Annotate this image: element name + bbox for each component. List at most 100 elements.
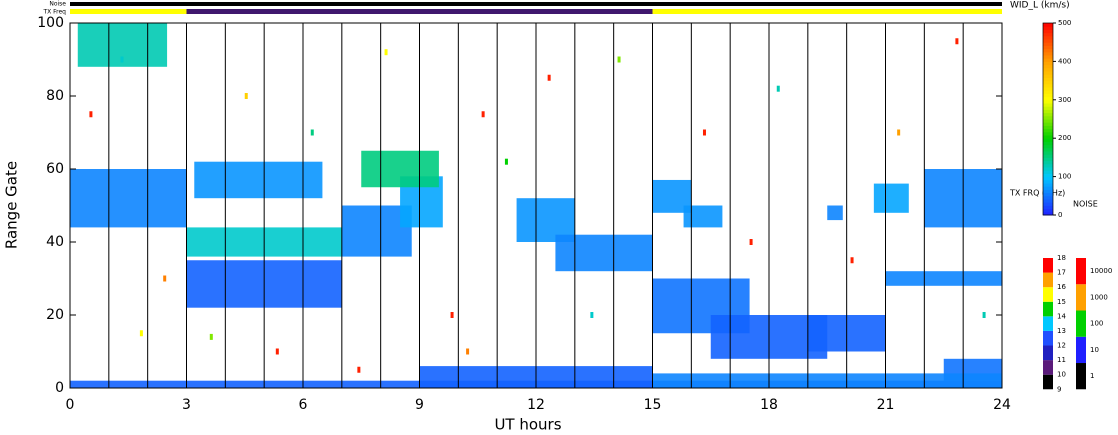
txfrq-tick-label: 11 <box>1057 356 1066 364</box>
x-tick-label: 15 <box>644 397 662 413</box>
colorbar-stripe <box>1043 160 1053 165</box>
colorbar-stripe <box>1043 157 1053 162</box>
colorbar-stripe <box>1043 131 1053 136</box>
colorbar-stripe <box>1043 173 1053 178</box>
colorbar-stripe <box>1043 163 1053 168</box>
noise-bar <box>70 2 1002 6</box>
colorbar-stripe <box>1043 87 1053 91</box>
colorbar-stripe <box>1043 96 1053 101</box>
colorbar-tick-label: 400 <box>1058 57 1071 65</box>
colorbar-stripe <box>1043 77 1053 82</box>
colorbar-stripe <box>1043 64 1053 69</box>
colorbar-stripe <box>1043 138 1053 142</box>
echo-speckle <box>547 74 551 81</box>
colorbar-stripe <box>1043 147 1053 152</box>
echo-patch <box>361 150 439 188</box>
y-tick-label: 40 <box>46 234 64 250</box>
x-axis-label: UT hours <box>494 416 561 434</box>
x-tick-label: 21 <box>877 397 895 413</box>
colorbar-stripe <box>1043 189 1053 194</box>
echo-patch <box>70 169 187 228</box>
noise-tick-label: 1 <box>1090 372 1094 380</box>
echo-patch <box>683 205 723 228</box>
echo-speckle <box>89 111 93 118</box>
colorbar-stripe <box>1043 58 1053 62</box>
echo-speckle <box>163 275 167 282</box>
colorbar-stripe <box>1043 179 1053 184</box>
y-tick-label: 20 <box>46 307 64 323</box>
txfrq-cell <box>1043 345 1053 361</box>
txfrq-scale-title: TX FRQ (MHz) <box>1009 189 1065 198</box>
echo-speckle <box>749 239 753 245</box>
echo-speckle <box>209 333 213 340</box>
echo-speckle <box>450 312 454 318</box>
echo-speckle <box>310 129 314 136</box>
colorbar-stripe <box>1043 93 1053 98</box>
txfrq-tick-label: 16 <box>1057 283 1066 291</box>
colorbar-tick-label: 0 <box>1058 211 1062 219</box>
width-scale-title: WID_L (km/s) <box>1010 1 1070 11</box>
txfrq-cell <box>1043 374 1053 390</box>
noise-cell <box>1076 336 1086 364</box>
colorbar-stripe <box>1043 55 1053 59</box>
x-tick-label: 12 <box>527 397 545 413</box>
txfrq-tick-label: 18 <box>1057 254 1066 262</box>
colorbar-stripe <box>1043 119 1053 123</box>
colorbar-stripe <box>1043 115 1053 120</box>
colorbar-stripe <box>1043 35 1053 40</box>
echo-speckle <box>776 85 780 92</box>
colorbar-stripe <box>1043 211 1053 216</box>
colorbar-stripe <box>1043 167 1053 171</box>
noise-tick-label: 1000 <box>1090 293 1108 301</box>
colorbar-stripe <box>1043 29 1053 34</box>
colorbar-stripe <box>1043 103 1053 107</box>
colorbar-stripe <box>1043 122 1053 126</box>
echo-speckle <box>955 38 959 45</box>
noise-label: Noise <box>49 1 66 8</box>
txfrq-cell <box>1043 272 1053 288</box>
colorbar-stripe <box>1043 135 1053 139</box>
txfrq-tick-label: 13 <box>1057 327 1066 335</box>
echo-speckle <box>982 312 986 318</box>
colorbar-stripe <box>1043 141 1053 146</box>
x-tick-label: 24 <box>993 397 1011 413</box>
colorbar-stripe <box>1043 144 1053 149</box>
colorbar-stripe <box>1043 125 1053 130</box>
colorbar-stripe <box>1043 39 1053 43</box>
y-axis-label: Range Gate <box>3 161 21 249</box>
colorbar-stripe <box>1043 26 1053 30</box>
txfrq-tick-label: 12 <box>1057 342 1066 350</box>
colorbar-stripe <box>1043 67 1053 72</box>
txfrq-cell <box>1043 316 1053 331</box>
x-tick-label: 0 <box>66 397 75 413</box>
echo-speckle <box>897 129 901 136</box>
colorbar-tick-label: 300 <box>1058 96 1071 104</box>
noise-tick-label: 10 <box>1090 346 1099 354</box>
colorbar-stripe <box>1043 208 1053 213</box>
echo-patch <box>652 373 1002 388</box>
echo-speckle <box>590 312 594 318</box>
x-tick-label: 6 <box>299 397 308 413</box>
colorbar-stripe <box>1043 112 1053 117</box>
colorbar-stripe <box>1043 74 1053 78</box>
colorbar-stripe <box>1043 128 1053 133</box>
echo-speckle <box>617 56 621 63</box>
txfrq-cell <box>1043 360 1053 375</box>
echo-speckle <box>466 348 470 355</box>
colorbar-stripe <box>1043 183 1053 187</box>
txfrq-cell <box>1043 258 1053 273</box>
echo-speckle <box>139 330 143 337</box>
colorbar-stripe <box>1043 42 1053 46</box>
echo-speckle <box>702 129 706 136</box>
noise-cell <box>1076 258 1086 285</box>
echo-patch <box>885 271 1002 286</box>
echo-patch <box>194 161 323 199</box>
echo-speckle <box>244 93 248 99</box>
colorbar-stripe <box>1043 83 1053 88</box>
echo-speckle <box>275 348 279 355</box>
echo-speckle <box>357 366 361 373</box>
colorbar-tick-label: 200 <box>1058 134 1071 142</box>
txfrq-tick-label: 10 <box>1057 371 1066 379</box>
txfreq-segment <box>70 9 187 14</box>
